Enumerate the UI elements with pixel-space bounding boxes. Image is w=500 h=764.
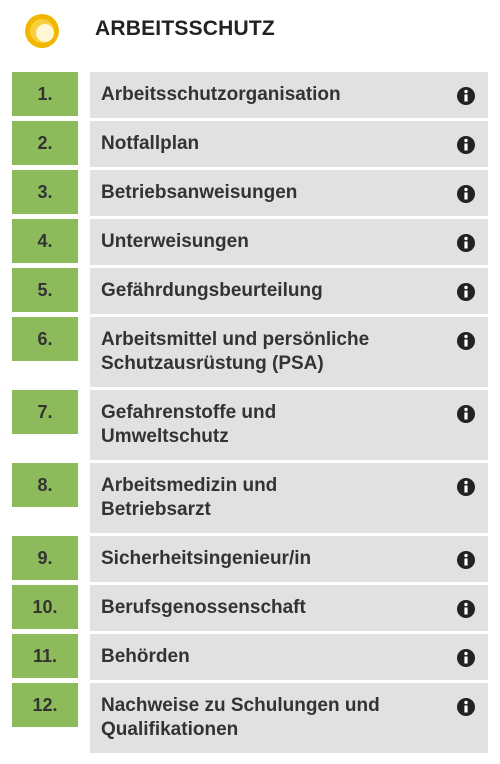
info-icon-part <box>464 700 468 705</box>
label-line: Notfallplan <box>101 133 200 154</box>
item-label: Gefährdungsbeurteilung <box>90 268 488 314</box>
info-icon[interactable] <box>456 550 476 570</box>
item-number: 10. <box>12 585 78 629</box>
info-icon-part <box>464 143 468 151</box>
item-number: 12. <box>12 683 78 727</box>
item-label: Nachweise zu Schulungen und Qualifikation… <box>90 683 488 753</box>
info-icon-part <box>464 94 468 102</box>
info-icon-part <box>464 192 468 200</box>
item-label: Notfallplan <box>90 121 488 167</box>
item-label: Gefahrenstoffe und Umweltschutz <box>90 390 488 460</box>
label-line: Sicherheitsingenieur/in <box>101 548 312 569</box>
label-line: Berufsgenossenschaft <box>101 597 306 618</box>
info-icon-part <box>464 553 468 558</box>
list-item[interactable]: 8. Arbeitsmedizin und Betriebsarzt <box>12 463 488 533</box>
item-number: 2. <box>12 121 78 165</box>
topic-list: 1. Arbeitsschutzorganisation 2. Notfallplan… <box>12 72 488 753</box>
info-icon-part <box>464 607 468 615</box>
info-icon-part <box>464 89 468 94</box>
header-icon <box>25 14 59 48</box>
item-number: 11. <box>12 634 78 678</box>
info-icon-part <box>464 241 468 249</box>
info-icon[interactable] <box>456 282 476 302</box>
list-item[interactable]: 3. Betriebsanweisungen <box>12 170 488 216</box>
list-item[interactable]: 12. Nachweise zu Schulungen und Qualifikat… <box>12 683 488 753</box>
info-icon-part <box>464 656 468 664</box>
list-item[interactable]: 10. Berufsgenossenschaft <box>12 585 488 631</box>
label-line: Nachweise zu Schulungen und <box>101 695 380 716</box>
info-icon[interactable] <box>456 404 476 424</box>
item-number: 3. <box>12 170 78 214</box>
info-icon[interactable] <box>456 184 476 204</box>
item-label: Sicherheitsingenieur/in <box>90 536 488 582</box>
item-label: Arbeitsmittel und persönliche Schutzausrü… <box>90 317 488 387</box>
info-icon[interactable] <box>456 233 476 253</box>
info-icon[interactable] <box>456 477 476 497</box>
list-item[interactable]: 6. Arbeitsmittel und persönliche Schutzaus… <box>12 317 488 387</box>
label-line: Gefahrenstoffe und <box>101 402 277 423</box>
info-icon[interactable] <box>456 86 476 106</box>
item-label: Behörden <box>90 634 488 680</box>
item-label: Unterweisungen <box>90 219 488 265</box>
info-icon-part <box>464 602 468 607</box>
label-line: Arbeitsmedizin und <box>101 475 278 496</box>
info-icon-part <box>464 485 468 493</box>
info-icon-part <box>464 412 468 420</box>
item-label: Arbeitsmedizin und Betriebsarzt <box>90 463 488 533</box>
list-item[interactable]: 2. Notfallplan <box>12 121 488 167</box>
info-icon-part <box>464 558 468 566</box>
item-label: Arbeitsschutzorganisation <box>90 72 488 118</box>
list-item[interactable]: 1. Arbeitsschutzorganisation <box>12 72 488 118</box>
info-icon-part <box>464 285 468 290</box>
item-number: 8. <box>12 463 78 507</box>
info-icon-part <box>464 480 468 485</box>
label-line: Unterweisungen <box>101 231 249 252</box>
item-number: 1. <box>12 72 78 116</box>
label-line: Betriebsarzt <box>101 499 211 520</box>
label-line: Schutzausrüstung (PSA) <box>101 353 324 374</box>
header: ARBEITSSCHUTZ <box>0 0 500 64</box>
info-icon-part <box>464 407 468 412</box>
item-number: 4. <box>12 219 78 263</box>
list-item[interactable]: 9. Sicherheitsingenieur/in <box>12 536 488 582</box>
label-line: Behörden <box>101 646 190 667</box>
info-icon-part <box>464 236 468 241</box>
label-line: Arbeitsmittel und persönliche <box>101 329 370 350</box>
label-line: Betriebsanweisungen <box>101 182 298 203</box>
info-icon[interactable] <box>456 331 476 351</box>
info-icon-part <box>464 339 468 347</box>
info-icon-part <box>464 334 468 339</box>
list-item[interactable]: 5. Gefährdungsbeurteilung <box>12 268 488 314</box>
info-icon[interactable] <box>456 599 476 619</box>
list-item[interactable]: 4. Unterweisungen <box>12 219 488 265</box>
label-line: Gefährdungsbeurteilung <box>101 280 323 301</box>
info-icon[interactable] <box>456 697 476 717</box>
list-item[interactable]: 11. Behörden <box>12 634 488 680</box>
info-icon-part <box>464 138 468 143</box>
page-title: ARBEITSSCHUTZ <box>95 17 275 40</box>
label-line: Arbeitsschutzorganisation <box>101 84 341 105</box>
list-item[interactable]: 7. Gefahrenstoffe und Umweltschutz <box>12 390 488 460</box>
label-line: Umweltschutz <box>101 426 229 447</box>
info-icon-part <box>464 187 468 192</box>
item-label: Betriebsanweisungen <box>90 170 488 216</box>
item-label: Berufsgenossenschaft <box>90 585 488 631</box>
info-icon[interactable] <box>456 648 476 668</box>
item-number: 7. <box>12 390 78 434</box>
item-number: 5. <box>12 268 78 312</box>
info-icon-part <box>464 705 468 713</box>
info-icon-part <box>464 290 468 298</box>
info-icon-part <box>464 651 468 656</box>
item-number: 9. <box>12 536 78 580</box>
info-icon[interactable] <box>456 135 476 155</box>
label-line: Qualifikationen <box>101 719 239 740</box>
item-number: 6. <box>12 317 78 361</box>
